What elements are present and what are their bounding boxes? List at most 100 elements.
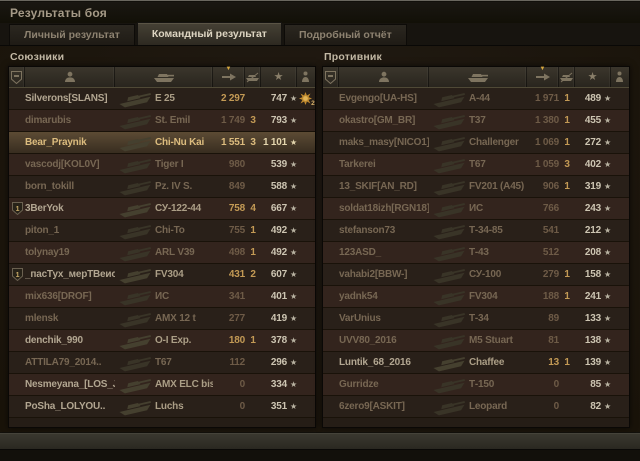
xp-value: 243 ★ bbox=[584, 203, 611, 214]
vehicle-name: Chi-To bbox=[155, 225, 185, 236]
table-row[interactable]: yadnk54 FV304 188 1 241 ★ bbox=[323, 286, 629, 308]
player-name: denchik_990 bbox=[25, 335, 83, 346]
squad-cell bbox=[9, 286, 25, 307]
table-row[interactable]: Evgengo[UA-HS] А-44 1 971 1 489 ★ bbox=[323, 88, 629, 110]
frags-column-header[interactable] bbox=[559, 67, 575, 87]
player-name: Nesmeyana_[LOS_J] bbox=[25, 379, 115, 390]
damage-column-header[interactable]: ▼ bbox=[527, 66, 559, 87]
table-row[interactable]: 13_SKIF[AN_RD] FV201 (A45) 906 1 319 ★ bbox=[323, 176, 629, 198]
vehicle-name: FV304 bbox=[469, 291, 498, 302]
squad-cell bbox=[9, 110, 25, 131]
platoon-column-header[interactable] bbox=[9, 67, 25, 87]
table-row[interactable]: Silverons[SLANS] E 25 2 297 747 ★ 2 bbox=[9, 88, 315, 110]
vehicle-name: ИС bbox=[469, 203, 484, 214]
damage-value: 766 bbox=[542, 203, 559, 214]
xp-column-header[interactable]: ★ bbox=[261, 67, 297, 87]
squad-cell bbox=[9, 396, 25, 417]
vehicle-name: Т-34 bbox=[469, 313, 489, 324]
damage-column-header[interactable]: ▼ bbox=[213, 66, 245, 87]
table-row[interactable]: Nesmeyana_[LOS_J] AMX ELC bis 0 334 ★ bbox=[9, 374, 315, 396]
table-row[interactable]: 6zero9[ASKIT] Leopard 0 82 ★ bbox=[323, 396, 629, 418]
xp-value: 138 ★ bbox=[584, 335, 611, 346]
table-row[interactable]: piton_1 Chi-To 755 1 492 ★ bbox=[9, 220, 315, 242]
xp-column-header[interactable]: ★ bbox=[575, 67, 611, 87]
squad-cell bbox=[323, 396, 339, 417]
xp-value: 296 ★ bbox=[270, 357, 297, 368]
tab-team-result[interactable]: Командный результат bbox=[136, 22, 282, 45]
tank-icon bbox=[115, 396, 155, 417]
tank-icon bbox=[429, 132, 469, 153]
damage-value: 541 bbox=[542, 225, 559, 236]
medal-cell bbox=[611, 110, 627, 131]
tank-icon bbox=[115, 176, 155, 197]
table-row[interactable]: 1 _пасТух_мерТВеио.. FV304 431 2 607 ★ bbox=[9, 264, 315, 286]
vehicle-name: T67 bbox=[155, 357, 172, 368]
tank-icon bbox=[115, 88, 155, 109]
squad-cell bbox=[9, 88, 25, 109]
table-row[interactable]: 1 3BerYok СУ-122-44 758 4 667 ★ bbox=[9, 198, 315, 220]
table-row[interactable]: stefanson73 Т-34-85 541 212 ★ bbox=[323, 220, 629, 242]
enemies-panel: Противник ▼ bbox=[322, 50, 630, 428]
xp-value: 419 ★ bbox=[270, 313, 297, 324]
kills-value bbox=[245, 154, 261, 175]
xp-value: 212 ★ bbox=[584, 225, 611, 236]
squad-cell bbox=[323, 352, 339, 373]
player-column-header[interactable] bbox=[25, 67, 115, 87]
table-row[interactable]: maks_masy[NICO1] Challenger 1 069 1 272 ★ bbox=[323, 132, 629, 154]
player-name: 3BerYok bbox=[25, 203, 64, 214]
table-row[interactable]: vahabi2[BBW-] СУ-100 279 1 158 ★ bbox=[323, 264, 629, 286]
achievements-column-header[interactable] bbox=[297, 67, 313, 87]
table-row[interactable]: VarUnius Т-34 89 133 ★ bbox=[323, 308, 629, 330]
player-name: okastro[GM_BR] bbox=[339, 115, 416, 126]
xp-star-icon: ★ bbox=[604, 336, 611, 345]
vehicle-name: M5 Stuart bbox=[469, 335, 513, 346]
squad-cell bbox=[323, 88, 339, 109]
table-row[interactable]: born_tokill Pz. IV S. 849 588 ★ bbox=[9, 176, 315, 198]
table-row[interactable]: Gurridze Т-150 0 85 ★ bbox=[323, 374, 629, 396]
vehicle-name: А-44 bbox=[469, 93, 490, 104]
vehicle-column-header[interactable] bbox=[429, 67, 527, 87]
achievements-column-header[interactable] bbox=[611, 67, 627, 87]
svg-text:1: 1 bbox=[15, 206, 19, 213]
xp-star-icon: ★ bbox=[604, 116, 611, 125]
player-name: 13_SKIF[AN_RD] bbox=[339, 181, 417, 192]
xp-value: 378 ★ bbox=[270, 335, 297, 346]
player-name: Tarkerei bbox=[339, 159, 376, 170]
vehicle-column-header[interactable] bbox=[115, 67, 213, 87]
medal-cell bbox=[611, 330, 627, 351]
table-row[interactable]: dimarubis St. Emil 1 749 3 793 ★ bbox=[9, 110, 315, 132]
kills-value bbox=[245, 308, 261, 329]
table-row[interactable]: Luntik_68_2016 Chaffee 13 1 139 ★ bbox=[323, 352, 629, 374]
table-row[interactable]: okastro[GM_BR] T37 1 380 1 455 ★ bbox=[323, 110, 629, 132]
damage-value: 0 bbox=[239, 401, 245, 412]
tab-detailed-report[interactable]: Подробный отчёт bbox=[283, 24, 407, 45]
kills-value: 3 bbox=[250, 137, 256, 148]
table-row[interactable]: mlensk AMX 12 t 277 419 ★ bbox=[9, 308, 315, 330]
platoon-column-header[interactable] bbox=[323, 67, 339, 87]
tank-icon bbox=[429, 176, 469, 197]
tab-personal-result[interactable]: Личный результат bbox=[9, 24, 135, 45]
table-row[interactable]: PoSha_LOLYOU.. Luchs 0 351 ★ bbox=[9, 396, 315, 418]
xp-value: 607 ★ bbox=[270, 269, 297, 280]
table-row[interactable]: vascodj[KOL0V] Tiger I 980 539 ★ bbox=[9, 154, 315, 176]
table-row[interactable]: soldat18izh[RGN18] ИС 766 243 ★ bbox=[323, 198, 629, 220]
squad-cell bbox=[323, 132, 339, 153]
svg-text:1: 1 bbox=[15, 272, 19, 279]
frags-column-header[interactable] bbox=[245, 67, 261, 87]
player-name: maks_masy[NICO1] bbox=[339, 137, 429, 148]
table-row[interactable]: Tarkerei T67 1 059 3 402 ★ bbox=[323, 154, 629, 176]
table-row[interactable]: UVV80_2016 M5 Stuart 81 138 ★ bbox=[323, 330, 629, 352]
damage-value: 758 bbox=[228, 203, 245, 214]
table-row[interactable]: mix636[DROF] ИС 341 401 ★ bbox=[9, 286, 315, 308]
player-name: mlensk bbox=[25, 313, 59, 324]
table-row[interactable]: denchik_990 O-I Exp. 180 1 378 ★ bbox=[9, 330, 315, 352]
medal-cell bbox=[611, 264, 627, 285]
squad-cell bbox=[323, 110, 339, 131]
table-row[interactable]: 123ASD_ Т-43 512 208 ★ bbox=[323, 242, 629, 264]
damage-value: 81 bbox=[548, 335, 559, 346]
table-row[interactable]: ATTILA79_2014.. T67 112 296 ★ bbox=[9, 352, 315, 374]
table-row[interactable]: tolynay19 ARL V39 498 1 492 ★ bbox=[9, 242, 315, 264]
table-row[interactable]: Bear_Praynik Chi-Nu Kai 1 551 3 1 101 ★ bbox=[9, 132, 315, 154]
player-column-header[interactable] bbox=[339, 67, 429, 87]
